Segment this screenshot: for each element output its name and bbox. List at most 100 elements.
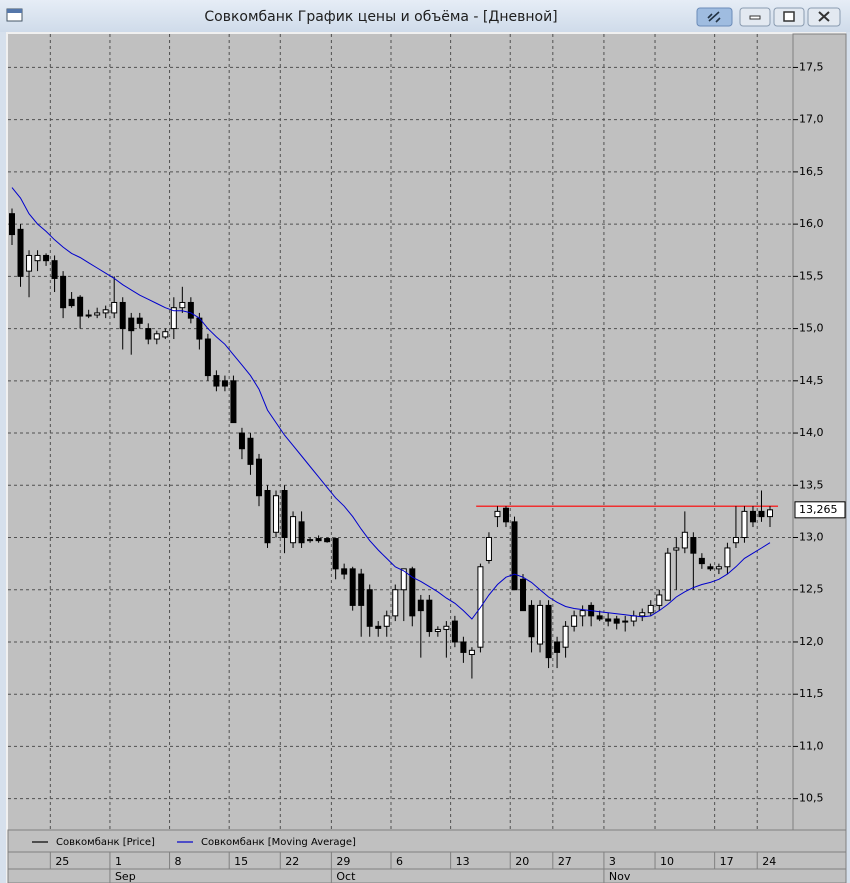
last-price-label: 13,265 [799, 503, 838, 516]
x-tick-label: 25 [55, 855, 69, 868]
candle-body [128, 317, 135, 332]
candle-body [264, 489, 271, 544]
candle-body [60, 275, 67, 309]
x-tick-label: 24 [762, 855, 776, 868]
candle-body [349, 568, 356, 606]
candle-body [34, 254, 41, 262]
candle-body [332, 538, 339, 570]
candle-body [451, 620, 458, 643]
y-tick-label: 13,5 [799, 478, 824, 491]
x-tick-label: 29 [336, 855, 350, 868]
y-tick-label: 10,5 [799, 792, 824, 805]
candle-body [698, 557, 705, 565]
candle-body [298, 521, 305, 544]
candle-body [417, 599, 424, 612]
candle-body [196, 317, 203, 340]
candle-body [281, 489, 288, 539]
candle-body [94, 312, 101, 316]
candle-body [230, 380, 237, 424]
candle-body [153, 333, 160, 340]
month-label: Oct [336, 870, 356, 883]
y-tick-label: 11,0 [799, 739, 824, 752]
candle-body [375, 625, 382, 629]
candle-body [17, 228, 24, 277]
candle-body [732, 537, 739, 544]
candle-body [715, 566, 722, 570]
candle-body [545, 604, 552, 659]
candle-body [554, 641, 561, 653]
candle-body [68, 298, 75, 307]
candle-body [358, 573, 365, 606]
candle-body [221, 380, 228, 387]
candle-body [136, 317, 143, 324]
legend-label: Совкомбанк [Moving Average] [201, 837, 356, 848]
candle-body [273, 495, 280, 533]
x-tick-label: 10 [660, 855, 674, 868]
candle-body [707, 566, 714, 570]
candle-body [43, 254, 50, 262]
candle-body [673, 547, 680, 551]
candle-body [528, 604, 535, 638]
candle-body [749, 510, 756, 523]
candle-body [494, 510, 501, 518]
candle-body [520, 578, 527, 612]
y-tick-label: 11,5 [799, 687, 824, 700]
y-tick-label: 14,5 [799, 374, 824, 387]
y-tick-label: 12,5 [799, 583, 824, 596]
candle-body [170, 307, 177, 330]
candle-body [426, 599, 433, 633]
last-price-box [794, 501, 846, 519]
y-tick-label: 15,0 [799, 322, 824, 335]
x-tick-label: 22 [285, 855, 299, 868]
candle-body [204, 338, 211, 377]
y-tick-label: 15,5 [799, 269, 824, 282]
candle-body [102, 309, 109, 314]
candle-body [639, 612, 646, 617]
month-label: Sep [115, 870, 136, 883]
candle-body [409, 568, 416, 617]
candle-body [630, 615, 637, 622]
candle-body [681, 531, 688, 549]
candle-body [724, 547, 731, 568]
candle-body [162, 331, 169, 338]
x-tick-label: 27 [558, 855, 572, 868]
candle-body [51, 260, 58, 279]
labels: 10,5 11,0 11,5 12,0 12,5 13,0 13,5 14,0 14,5 15,0… [32, 60, 846, 883]
candle-body [758, 510, 765, 518]
candle-body [85, 314, 92, 317]
candle-body [647, 604, 654, 614]
candle-body [119, 301, 126, 330]
candle-body [290, 516, 297, 544]
candle-body [767, 509, 773, 518]
y-tick-label: 17,5 [799, 60, 824, 73]
x-tick-label: 1 [115, 855, 122, 868]
y-axis-area [792, 33, 847, 831]
app-icon-bar [7, 9, 22, 13]
y-tick-label: 16,0 [799, 217, 824, 230]
candle-body [511, 521, 518, 591]
close-icon [818, 11, 830, 22]
candle-body [400, 568, 407, 591]
x-tick-label: 8 [175, 855, 182, 868]
y-tick-label: 17,0 [799, 113, 824, 126]
x-tick-label: 17 [720, 855, 734, 868]
x-tick-label: 13 [456, 855, 470, 868]
candle-body [460, 641, 467, 653]
candle-body [485, 537, 492, 561]
candle-body [366, 589, 373, 627]
candle-body [255, 458, 262, 497]
candle-body [596, 615, 603, 620]
candle-body [383, 615, 390, 627]
candle-body [26, 254, 33, 272]
candle-body [238, 432, 245, 450]
candle-body [690, 537, 697, 554]
candle-body [179, 301, 186, 309]
x-tick-label: 15 [234, 855, 248, 868]
candle-body [537, 604, 544, 645]
candle-body [741, 510, 748, 539]
candle-body [571, 615, 578, 627]
candle-body [324, 538, 331, 543]
candle-body [656, 594, 663, 606]
marks [9, 187, 778, 679]
